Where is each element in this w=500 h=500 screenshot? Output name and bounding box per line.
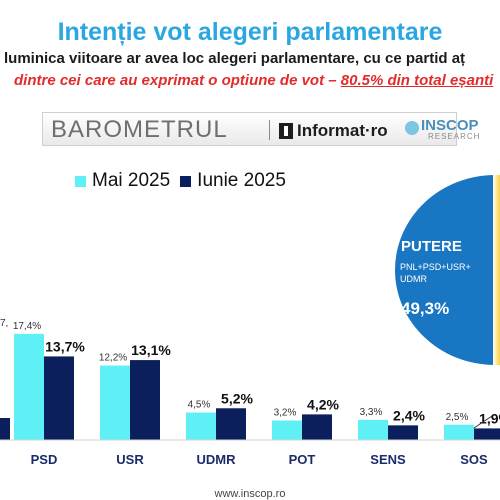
pie-segment-parties: PNL+PSD+USR+ UDMR (400, 262, 471, 284)
sample-note-prefix: dintre cei care au exprimat o optiune de… (14, 72, 341, 89)
bar-cut-left (0, 418, 10, 440)
banner-pollster-tagline: RESEARCH (428, 132, 481, 141)
x-tick-sos: SOS (460, 452, 488, 467)
bar-label-psd-may: 17,4% (13, 321, 41, 332)
x-tick-pot: POT (289, 452, 316, 467)
bar-usr-june (130, 360, 160, 440)
banner-divider (269, 120, 270, 140)
x-tick-udmr: UDMR (197, 452, 237, 467)
bar-label-sos-june: 1,9% (479, 410, 500, 426)
coalition-pie: PUTERE PNL+PSD+USR+ UDMR 49,3% (395, 175, 500, 365)
bar-usr-may (100, 365, 130, 440)
bar-psd-june (44, 356, 74, 440)
x-tick-sens: SENS (370, 452, 406, 467)
bar-udmr-may (186, 412, 216, 440)
bar-label-sens-june: 2,4% (393, 407, 425, 423)
banner-brand: BAROMETRUL (51, 116, 228, 143)
legend-swatch-june (180, 175, 192, 187)
x-tick-usr: USR (116, 452, 144, 467)
bar-label-udmr-june: 5,2% (221, 390, 253, 406)
sample-note: dintre cei care au exprimat o optiune de… (14, 72, 500, 89)
bar-label-pot-may: 3,2% (274, 407, 297, 418)
legend-item-may: Mai 2025 (75, 170, 170, 192)
pie-segment-value: 49,3% (401, 299, 450, 318)
legend-label-june: Iunie 2025 (197, 170, 286, 191)
footer-url: www.inscop.ro (214, 488, 286, 500)
bar-label-psd-june: 13,7% (45, 338, 85, 354)
legend-swatch-may (75, 175, 86, 187)
bar-label-sos-may: 2,5% (446, 412, 469, 423)
bar-pot-june (302, 414, 332, 440)
inscop-logo-icon (405, 121, 419, 135)
sos-leader-line (473, 415, 493, 429)
sample-note-emphasis: 80.5% din total eșanti (340, 72, 494, 89)
bar-label-usr-june: 13,1% (131, 342, 171, 358)
legend-label-may: Mai 2025 (92, 170, 171, 191)
informat-logo-icon (279, 123, 293, 139)
bar-sens-june (388, 425, 418, 440)
chart-legend: Mai 2025 Iunie 2025 (75, 168, 286, 194)
bar-sens-may (358, 419, 388, 440)
bar-label-usr-may: 12,2% (99, 353, 127, 364)
legend-item-june: Iunie 2025 (180, 170, 286, 192)
pie-segment-name: PUTERE (401, 238, 462, 255)
bar-psd-may (14, 333, 44, 440)
bar-label-cut-left: 7, (0, 318, 8, 329)
bar-label-sens-may: 3,3% (360, 407, 383, 418)
bar-udmr-june (216, 408, 246, 440)
banner-pollster: INSCOP (421, 117, 479, 134)
bar-sos-may (444, 424, 474, 440)
x-tick-psd: PSD (31, 452, 58, 467)
barometer-banner: BAROMETRUL Informat·ro INSCOP RESEARCH (42, 112, 479, 146)
pie-slice-edge (493, 175, 500, 365)
bar-sos-june (474, 428, 500, 440)
bar-pot-may (272, 420, 302, 440)
page-title: Intenție vot alegeri parlamentare (57, 18, 443, 46)
banner-partner: Informat·ro (297, 121, 388, 140)
bar-label-udmr-may: 4,5% (188, 400, 211, 411)
bar-label-pot-june: 4,2% (307, 396, 339, 412)
question-text: luminica viitoare ar avea loc alegeri pa… (4, 50, 466, 67)
